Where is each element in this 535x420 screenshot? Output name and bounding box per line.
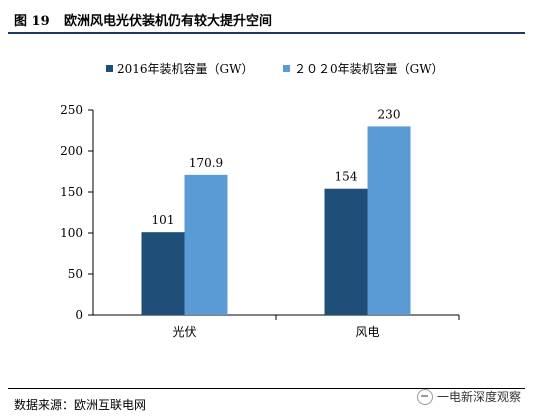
bar-光伏-series-0	[141, 232, 185, 315]
bar-光伏-series-1	[184, 174, 228, 315]
legend-swatch-2016	[106, 65, 113, 72]
data-label: 170.9	[189, 156, 223, 170]
legend-label-2020: ２０２0年装机容量（GW）	[294, 61, 444, 76]
bar-chart: 2016年装机容量（GW） ２０２0年装机容量（GW） 0 50 100 150 200…	[60, 61, 460, 339]
y-tick-label: 0	[75, 308, 83, 322]
y-tick-label: 50	[68, 267, 83, 281]
bars: 101 170.9 154 230	[141, 107, 411, 316]
data-label: 230	[378, 107, 401, 121]
source-note: 数据来源：欧洲互联电网	[14, 398, 147, 412]
watermark: 一电新深度观察	[416, 388, 521, 405]
bar-风电-series-1	[367, 126, 411, 316]
y-tick-label: 200	[60, 144, 83, 158]
y-tick-label: 250	[60, 103, 83, 117]
x-tick-label: 光伏	[172, 325, 196, 339]
legend: 2016年装机容量（GW） ２０２0年装机容量（GW）	[106, 61, 444, 76]
watermark-text: 一电新深度观察	[436, 390, 521, 404]
y-ticks: 0 50 100 150 200 250	[60, 103, 93, 322]
watermark-logo-icon	[416, 388, 433, 405]
x-tick-label: 风电	[355, 325, 379, 339]
y-tick-label: 100	[60, 226, 83, 240]
x-labels: 光伏 风电	[172, 315, 460, 339]
legend-label-2016: 2016年装机容量（GW）	[117, 61, 253, 76]
data-label: 154	[335, 170, 358, 184]
figure-title: 欧洲风电光伏装机仍有较大提升空间	[64, 14, 273, 29]
figure-title-bar: 图 19 欧洲风电光伏装机仍有较大提升空间	[8, 4, 525, 34]
legend-swatch-2020	[283, 65, 290, 72]
y-tick-label: 150	[60, 185, 83, 199]
data-label: 101	[152, 213, 175, 227]
figure-number: 图 19	[14, 14, 50, 29]
source-rule	[8, 388, 525, 389]
bar-风电-series-0	[324, 188, 368, 315]
